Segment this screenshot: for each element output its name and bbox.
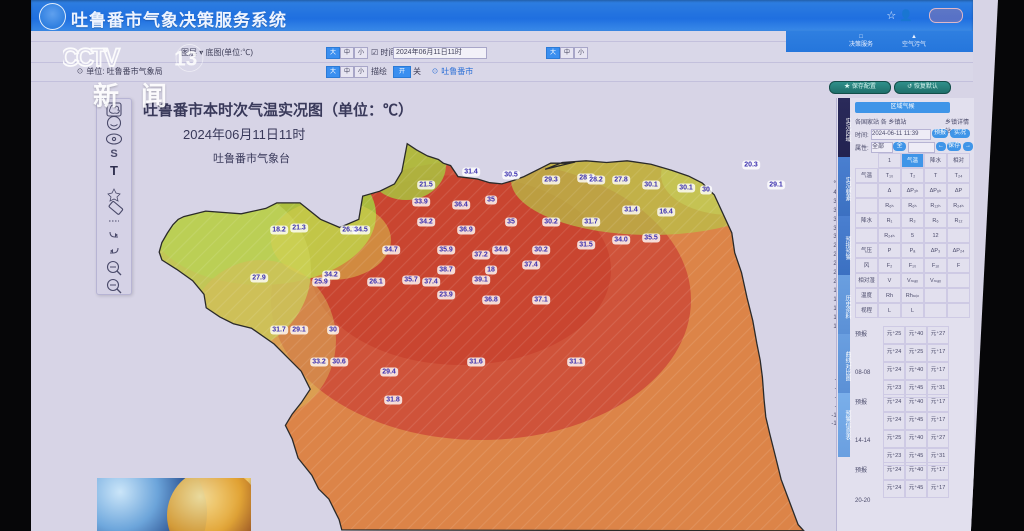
- svg-text:S: S: [110, 148, 117, 160]
- svg-text:13: 13: [174, 48, 197, 71]
- svg-text:T: T: [110, 163, 118, 178]
- svg-text:CCTV: CCTV: [63, 44, 120, 72]
